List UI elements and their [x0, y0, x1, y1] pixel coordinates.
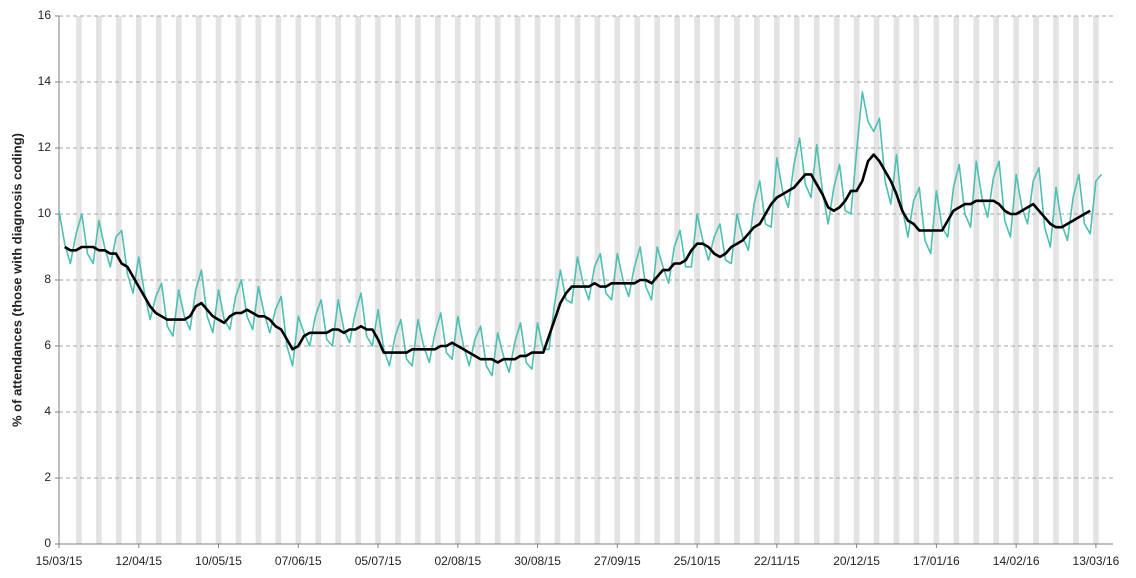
series-line: [58, 91, 1103, 377]
weekend-band: [1033, 16, 1039, 544]
weekend-band: [375, 16, 381, 544]
x-tick-label: 05/07/15: [355, 554, 402, 568]
weekend-band: [594, 16, 601, 544]
y-axis-label: % of attendances (those with diagnosis c…: [9, 133, 24, 427]
x-tick-label: 27/09/15: [594, 554, 641, 568]
x-tick-label: 02/08/15: [434, 554, 481, 568]
x-tick-label: 13/03/16: [1073, 554, 1120, 568]
weekend-band: [1013, 16, 1019, 544]
x-tick-label: 30/08/15: [514, 554, 561, 568]
x-tick-label: 25/10/15: [674, 554, 721, 568]
weekend-band: [873, 16, 880, 544]
series-line: [64, 153, 1091, 364]
weekend-band: [734, 16, 740, 544]
y-tick-label: 14: [38, 74, 52, 88]
weekend-band: [893, 16, 900, 544]
weekend-band: [96, 16, 102, 544]
lines: [58, 91, 1103, 377]
y-tick-label: 2: [44, 470, 51, 484]
x-tick-label: 07/06/15: [275, 554, 322, 568]
weekend-band: [614, 16, 621, 544]
y-tick-label: 4: [44, 404, 51, 418]
x-tick-label: 10/05/15: [195, 554, 242, 568]
weekend-band: [355, 16, 361, 544]
y-tick-label: 16: [38, 8, 52, 22]
weekend-band: [474, 16, 481, 544]
weekend-band: [494, 16, 501, 544]
weekend-band: [853, 16, 860, 544]
weekend-band: [754, 16, 760, 544]
weekend-band: [76, 16, 82, 544]
y-tick-label: 8: [44, 272, 51, 286]
y-tick-label: 10: [38, 206, 52, 220]
weekend-band: [993, 16, 1000, 544]
weekend-band: [215, 16, 222, 544]
weekend-band: [634, 16, 641, 544]
weekend-band: [335, 16, 342, 544]
x-tick-label: 17/01/16: [913, 554, 960, 568]
y-tick-label: 6: [44, 338, 51, 352]
y-tick-label: 12: [38, 140, 52, 154]
weekend-band: [235, 16, 242, 544]
weekend-band: [454, 16, 461, 544]
x-tick-label: 14/02/16: [993, 554, 1040, 568]
x-tick-label: 20/12/15: [833, 554, 880, 568]
y-tick-label: 0: [44, 536, 51, 550]
x-tick-label: 15/03/15: [36, 554, 83, 568]
x-tick-label: 12/04/15: [115, 554, 162, 568]
grid: [55, 15, 1113, 548]
x-tick-label: 22/11/15: [754, 554, 800, 568]
